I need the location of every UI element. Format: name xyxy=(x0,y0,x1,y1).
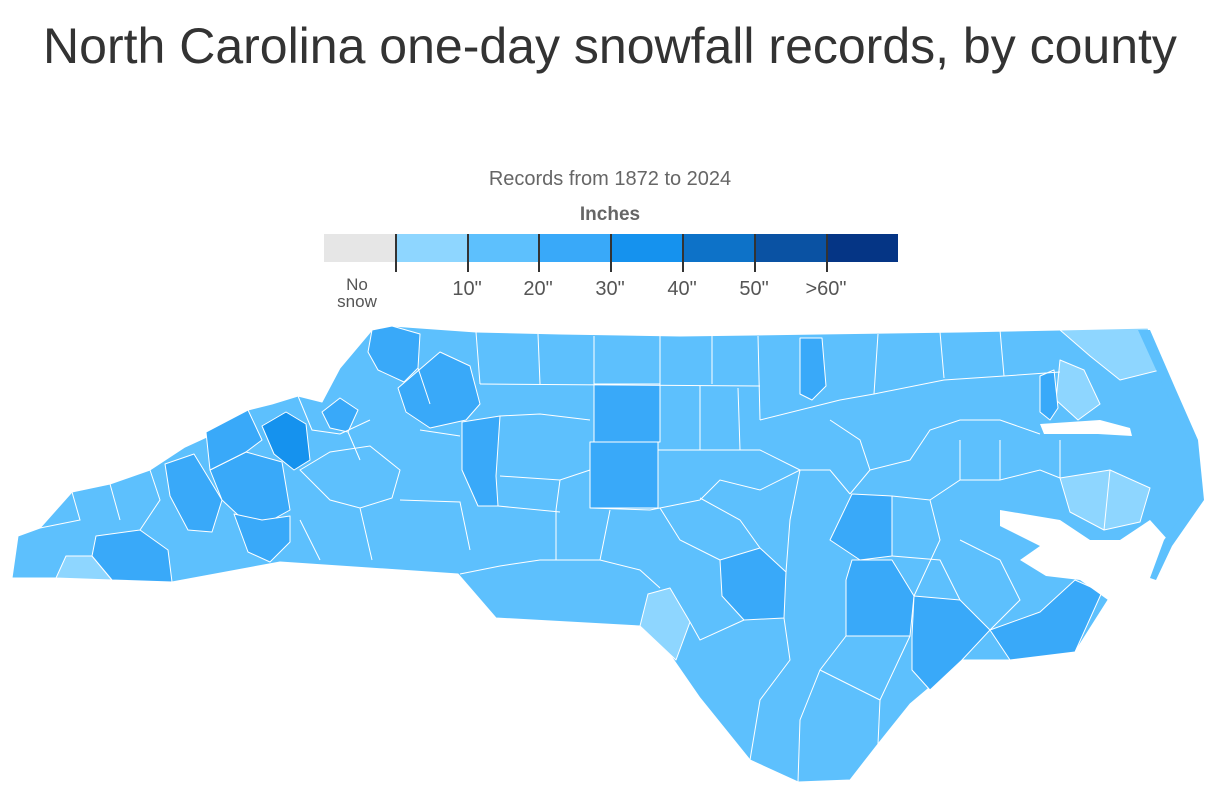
color-legend: 10" 20" 30" 40" 50" >60" xyxy=(324,234,898,300)
county-pender xyxy=(911,595,991,691)
legend-label-40: 40" xyxy=(667,278,697,300)
county-guilford xyxy=(593,383,661,443)
legend-label-over-60: >60" xyxy=(805,278,847,300)
legend-tick-0 xyxy=(395,234,397,272)
legend-title: Inches xyxy=(579,204,641,225)
county-swain-area xyxy=(164,453,223,533)
legend-tick-10 xyxy=(467,234,469,272)
legend-tick-60 xyxy=(826,234,828,272)
legend-swatch-20-30 xyxy=(539,234,611,262)
legend-swatch-30-40 xyxy=(611,234,683,262)
county-borders xyxy=(39,329,1111,783)
county-washington-dark xyxy=(1039,369,1059,421)
albemarle-sound xyxy=(1040,420,1132,436)
county-anson-light xyxy=(639,587,691,661)
legend-tick-30 xyxy=(610,234,612,272)
legend-swatch-50-60 xyxy=(755,234,827,262)
legend-tick-50 xyxy=(754,234,756,272)
legend-tick-20 xyxy=(538,234,540,272)
outer-banks xyxy=(1138,330,1204,580)
county-ashe xyxy=(367,325,421,383)
pamlico-sound xyxy=(1000,510,1168,600)
legend-label-50: 50" xyxy=(739,278,769,300)
legend-label-20: 20" xyxy=(523,278,553,300)
county-madison xyxy=(205,409,263,471)
legend-swatch-40-50 xyxy=(683,234,755,262)
chart-subtitle: Records from 1872 to 2024 xyxy=(488,168,732,190)
county-person xyxy=(799,337,827,401)
legend-label-10: 10" xyxy=(452,278,482,300)
legend-swatch-0-10 xyxy=(396,234,468,262)
legend-label-30: 30" xyxy=(595,278,625,300)
legend-swatch-10-20 xyxy=(468,234,539,262)
county-randolph xyxy=(589,441,659,509)
chart-title: North Carolina one-day snowfall records,… xyxy=(43,18,1177,74)
county-currituck-light xyxy=(1059,327,1161,381)
county-transylvania xyxy=(233,513,291,563)
legend-swatch-no-snow xyxy=(324,234,396,262)
legend-tick-40 xyxy=(682,234,684,272)
legend-swatch-over-60 xyxy=(827,234,898,262)
county-avery xyxy=(321,397,359,433)
county-harnett-area xyxy=(829,493,893,561)
legend-no-snow-label: No snow xyxy=(337,275,377,311)
county-macon-area xyxy=(91,529,173,583)
county-yancey xyxy=(261,411,311,471)
